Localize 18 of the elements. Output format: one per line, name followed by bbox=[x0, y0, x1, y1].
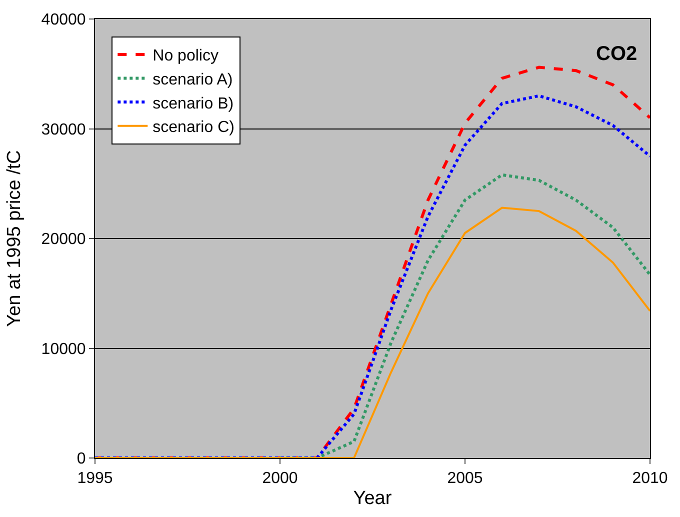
x-axis-title: Year bbox=[353, 488, 392, 509]
legend-label: scenario A) bbox=[152, 72, 233, 88]
y-tick-label: 40000 bbox=[41, 12, 86, 29]
y-axis-title: Yen at 1995 price /tC bbox=[4, 150, 26, 327]
x-tick-label: 1995 bbox=[77, 470, 113, 488]
x-tick-label: 2005 bbox=[447, 470, 483, 488]
annotation: CO2 bbox=[596, 43, 638, 65]
y-tick-label: 0 bbox=[76, 450, 86, 468]
y-tick-label: 20000 bbox=[41, 231, 86, 248]
legend-label: scenario C) bbox=[152, 119, 234, 136]
y-tick-label: 10000 bbox=[41, 340, 86, 358]
x-tick-label: 2010 bbox=[632, 470, 668, 488]
line-series bbox=[95, 206, 650, 458]
legend-label: scenario B) bbox=[152, 95, 234, 112]
legend-label: No policy bbox=[152, 48, 218, 65]
x-tick-label: 2000 bbox=[262, 470, 298, 488]
y-tick-label: 30000 bbox=[41, 121, 86, 138]
line-series bbox=[278, 173, 650, 458]
